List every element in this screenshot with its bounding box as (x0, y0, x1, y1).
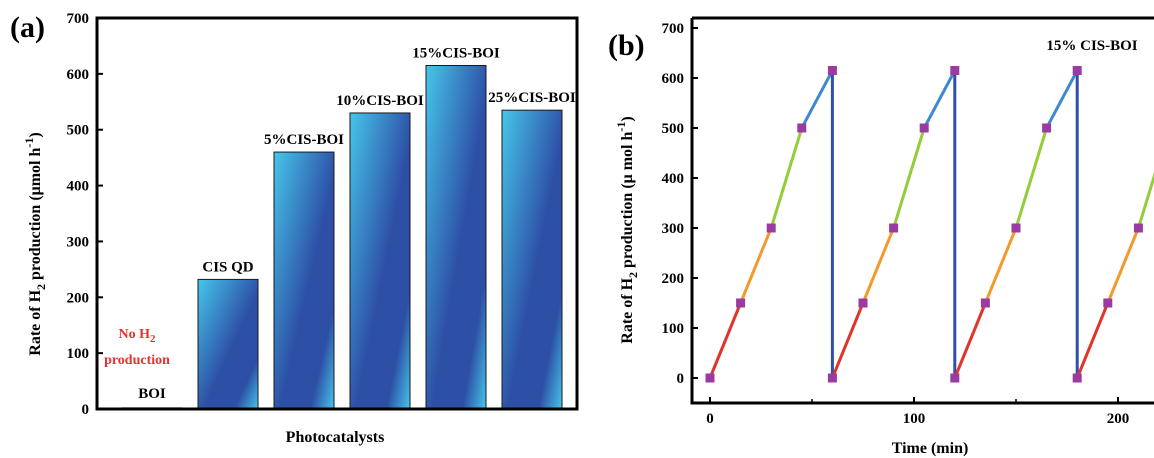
bar-25pctcis-boi (501, 109, 563, 410)
bar-label-25pctcis-boi: 25%CIS-BOI (488, 90, 576, 106)
panel-b-ytick-label: 0 (677, 371, 685, 387)
panel-b-ytick-label: 100 (662, 321, 685, 337)
panel-a-y-ticks: 0 100 200 300 400 500 600 700 (67, 11, 103, 418)
panel-a-bar-labels: BOI CIS QD 5%CIS-BOI 10%CIS-BOI 15%CIS-BOI 25… (138, 45, 576, 401)
cycle-1-segment-4 (800, 69, 834, 130)
cycle-1-point-4 (797, 123, 807, 133)
cycle-3-segment-1 (953, 301, 987, 380)
panel-b-title: 15% CIS-BOI (1046, 38, 1137, 54)
cycle-1-point-5 (827, 66, 837, 75)
bar-label-15pctcis-boi: 15%CIS-BOI (412, 45, 500, 61)
cycle-3-point-1 (950, 373, 960, 383)
panel-b-ytick-label: 300 (662, 221, 685, 237)
cycle-4-segment-3 (1136, 171, 1154, 230)
cycle-3-segment-4 (1045, 69, 1079, 130)
cycle-3-point-4 (1042, 123, 1052, 133)
cycle-1-segment-2 (739, 226, 773, 305)
panel-b-ytick-label: 400 (662, 171, 685, 187)
cycle-4-point-3 (1133, 223, 1143, 233)
cycle-3-point-5 (1072, 66, 1082, 75)
cycle-4-segment-2 (1106, 226, 1140, 305)
panel-b-markers (705, 66, 1143, 383)
panel-b-ticks: 0 100 200 300 400 500 600 700 0 100 200 (662, 21, 1130, 427)
panel-a-frame (95, 16, 579, 411)
cycle-4-point-2 (1103, 298, 1113, 308)
bar-cis-qd (197, 278, 259, 410)
cycle-1-point-1 (705, 373, 715, 383)
bar-label-cis-qd: CIS QD (202, 259, 253, 275)
panel-a-ytick-label: 0 (82, 402, 90, 418)
panel-a-ytick-label: 600 (67, 67, 90, 83)
cycle-1-point-2 (736, 298, 746, 308)
no-h2-annotation-line1: No H2 (119, 327, 157, 345)
bar-label-10pctcis-boi: 10%CIS-BOI (336, 93, 424, 109)
panel-a-label: (a) (10, 11, 45, 44)
cycle-3-segment-2 (983, 226, 1018, 305)
bar-15pctcis-boi (425, 64, 487, 410)
panel-b-ytick-label: 500 (662, 121, 685, 137)
panel-b-ytick-label: 600 (662, 71, 685, 87)
panel-b-xtick-label: 0 (706, 411, 714, 427)
panel-a-x-axis-label: Photocatalysts (286, 429, 385, 446)
bar-5pctcis-boi (273, 151, 335, 410)
panel-a-bars (121, 64, 563, 410)
panel-b-xtick-label: 200 (1107, 411, 1130, 427)
panel-a-ytick-label: 500 (67, 123, 90, 139)
cycle-2-segment-2 (861, 226, 896, 305)
cycle-3-segment-3 (1014, 126, 1049, 230)
panel-b-series (708, 69, 1154, 380)
cycle-2-point-2 (858, 298, 868, 308)
panel-b-xtick-label: 100 (903, 411, 926, 427)
panel-a-y-axis-label: Rate of H2 production (μmol h-1) (22, 132, 48, 355)
bar-10pctcis-boi (349, 112, 411, 410)
cycle-2-segment-3 (892, 126, 926, 230)
cycle-2-segment-1 (830, 301, 865, 380)
panel-b-ytick-label: 700 (662, 21, 685, 37)
panel-a-ytick-label: 400 (67, 179, 90, 195)
cycle-2-point-3 (889, 223, 899, 233)
cycle-2-segment-4 (922, 69, 957, 130)
panel-b: (b) Rate of H2 production (μ mol h-1) Ti… (608, 16, 1154, 457)
cycle-1-segment-1 (708, 301, 743, 380)
panel-a-ytick-label: 200 (67, 290, 90, 306)
cycle-2-point-5 (950, 66, 960, 75)
cycle-2-point-1 (827, 373, 837, 383)
cycle-1-segment-3 (769, 126, 804, 230)
panel-b-frame (690, 16, 1154, 405)
bar-label-boi: BOI (138, 386, 166, 402)
cycle-1-point-3 (766, 223, 776, 233)
panel-b-label: (b) (608, 29, 645, 62)
cycle-4-point-1 (1072, 373, 1082, 383)
no-h2-annotation-line2: production (104, 353, 170, 368)
cycle-4-segment-1 (1075, 301, 1110, 380)
panel-b-y-axis-label: Rate of H2 production (μ mol h-1) (614, 116, 640, 343)
cycle-3-point-2 (980, 298, 990, 308)
cycle-3-point-3 (1011, 223, 1021, 233)
panel-a-ytick-label: 100 (67, 346, 90, 362)
panel-b-ytick-label: 200 (662, 271, 685, 287)
panel-a: (a) Rate of H2 production (μmol h-1) Pho… (10, 11, 579, 446)
panel-b-x-axis-label: Time (min) (892, 440, 969, 457)
panel-a-ytick-label: 700 (67, 11, 90, 27)
panel-a-ytick-label: 300 (67, 234, 90, 250)
bar-label-5pctcis-boi: 5%CIS-BOI (264, 132, 344, 148)
cycle-2-point-4 (919, 123, 929, 133)
